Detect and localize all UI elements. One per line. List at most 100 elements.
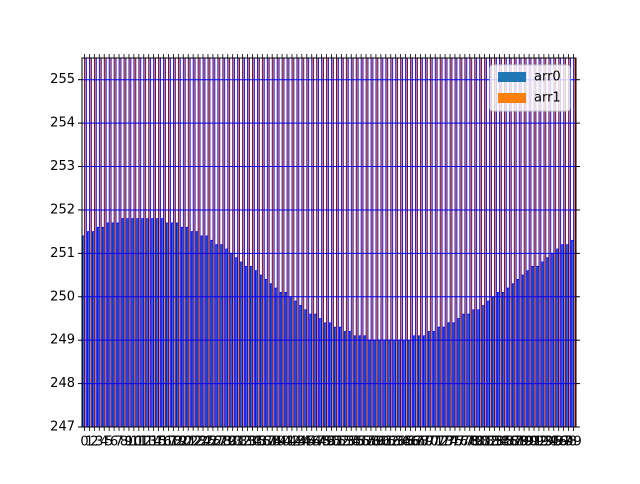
- x-tick-label: 76: [452, 435, 469, 450]
- x-tick-label: 39: [269, 435, 286, 450]
- bar: [380, 58, 384, 427]
- x-tick-label: 67: [407, 435, 424, 450]
- x-tick-label: 36: [254, 435, 271, 450]
- x-tick-label: 93: [536, 435, 553, 450]
- y-tick-label: 252: [50, 202, 75, 217]
- bar: [350, 58, 354, 427]
- bar: [138, 58, 142, 427]
- x-tick-label: 60: [373, 435, 390, 450]
- bar: [227, 58, 231, 427]
- x-tick-label: 64: [392, 435, 409, 450]
- x-tick-label: 81: [476, 435, 493, 450]
- bar: [153, 58, 157, 427]
- x-tick-label: 49: [318, 435, 335, 450]
- x-tick-label: 78: [462, 435, 479, 450]
- x-tick-label: 99: [565, 435, 582, 450]
- bar: [484, 58, 487, 427]
- bar: [261, 58, 265, 427]
- x-tick-label: 82: [481, 435, 498, 450]
- x-tick-label: 89: [516, 435, 533, 450]
- bar: [321, 58, 324, 427]
- x-tick-label: 94: [541, 435, 558, 450]
- bar: [207, 58, 211, 427]
- bar: [301, 58, 305, 427]
- bar: [192, 58, 196, 427]
- x-tick-label: 71: [427, 435, 444, 450]
- x-tick-label: 35: [249, 435, 266, 450]
- x-tick-label: 11: [131, 435, 148, 450]
- x-tick-label: 21: [180, 435, 197, 450]
- bar: [266, 58, 270, 427]
- x-tick-label: 59: [368, 435, 385, 450]
- x-tick-label: 62: [382, 435, 399, 450]
- bar: [336, 58, 339, 427]
- x-tick-label: 37: [259, 435, 276, 450]
- x-tick-label: 44: [294, 435, 311, 450]
- x-tick-label: 92: [531, 435, 548, 450]
- x-tick-label: 24: [195, 435, 212, 450]
- x-tick-label: 48: [313, 435, 330, 450]
- x-tick-label: 83: [486, 435, 503, 450]
- bar: [573, 58, 576, 427]
- x-tick-label: 54: [343, 435, 360, 450]
- bar: [93, 58, 97, 427]
- x-tick-label: 2: [90, 435, 98, 450]
- bar: [311, 58, 315, 427]
- bar: [415, 58, 418, 427]
- bar: [212, 58, 216, 427]
- bar: [296, 58, 300, 427]
- x-tick-label: 91: [526, 435, 543, 450]
- x-tick-label: 90: [521, 435, 538, 450]
- bar: [143, 58, 147, 427]
- bar: [177, 58, 181, 427]
- bar: [252, 58, 255, 427]
- x-tick-label: 55: [348, 435, 365, 450]
- x-tick-label: 57: [358, 435, 375, 450]
- bar: [286, 58, 290, 427]
- bar: [291, 58, 295, 427]
- x-tick-label: 53: [338, 435, 355, 450]
- bar: [84, 58, 87, 427]
- bar: [133, 58, 137, 427]
- x-tick-label: 80: [471, 435, 488, 450]
- bar: [469, 58, 473, 427]
- bar: [256, 58, 260, 427]
- y-tick-label: 248: [50, 376, 75, 391]
- y-tick-label: 250: [50, 289, 75, 304]
- bar: [424, 58, 428, 427]
- x-tick-label: 13: [140, 435, 157, 450]
- x-tick-label: 18: [165, 435, 182, 450]
- bar: [182, 58, 186, 427]
- x-tick-label: 17: [160, 435, 177, 450]
- x-tick-label: 8: [120, 435, 128, 450]
- bar: [345, 58, 349, 427]
- bar: [306, 58, 310, 427]
- bar: [202, 58, 206, 427]
- x-tick-label: 6: [110, 435, 118, 450]
- x-tick-label: 26: [205, 435, 222, 450]
- x-tick-label: 16: [155, 435, 172, 450]
- x-tick-label: 66: [402, 435, 419, 450]
- x-tick-label: 47: [308, 435, 325, 450]
- x-tick-label: 75: [447, 435, 464, 450]
- bar: [172, 58, 176, 427]
- x-tick-label: 72: [432, 435, 449, 450]
- x-tick-label: 20: [175, 435, 192, 450]
- x-tick-label: 32: [234, 435, 251, 450]
- bar: [410, 58, 413, 427]
- x-tick-label: 40: [274, 435, 291, 450]
- bar: [158, 58, 161, 427]
- bar: [187, 58, 191, 427]
- bar: [118, 58, 122, 427]
- bar: [405, 58, 408, 427]
- bar: [123, 58, 127, 427]
- bar: [148, 58, 152, 427]
- bar: [89, 58, 92, 427]
- x-tick-label: 86: [501, 435, 518, 450]
- x-tick-label: 70: [422, 435, 439, 450]
- x-tick-label: 1: [85, 435, 93, 450]
- x-tick-label: 9: [125, 435, 133, 450]
- bar: [390, 58, 394, 427]
- x-tick-label: 69: [417, 435, 434, 450]
